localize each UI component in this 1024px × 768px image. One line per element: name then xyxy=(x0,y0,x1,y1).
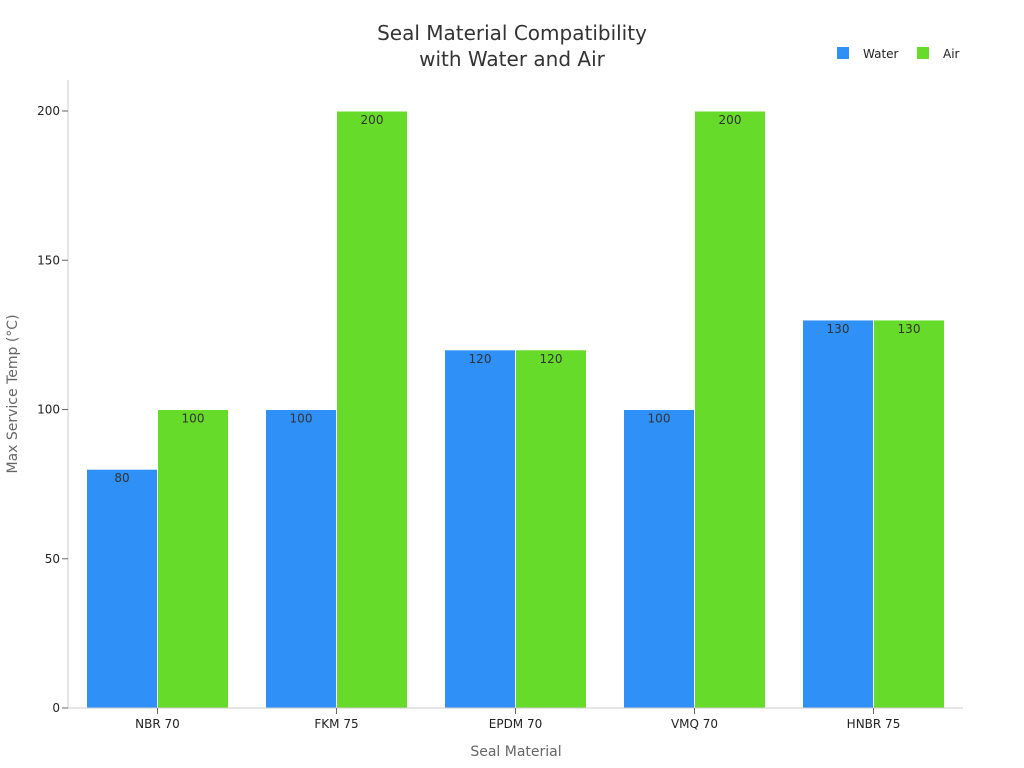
x-tick-label-3: VMQ 70 xyxy=(671,717,718,731)
legend: Water Air xyxy=(837,47,960,61)
bar-label-water-2: 120 xyxy=(469,352,492,366)
bar-water-2 xyxy=(444,349,516,709)
x-tick-label-1: FKM 75 xyxy=(314,717,358,731)
bar-label-air-4: 130 xyxy=(898,322,921,336)
bar-water-0 xyxy=(86,468,158,709)
y-tick-label-1: 50 xyxy=(45,552,60,566)
legend-label-water: Water xyxy=(863,47,899,61)
legend-label-air: Air xyxy=(943,47,960,61)
y-tick-label-0: 0 xyxy=(52,701,60,715)
bar-water-3 xyxy=(623,409,695,709)
bar-label-water-1: 100 xyxy=(290,412,313,426)
chart-title-line-2: with Water and Air xyxy=(419,47,605,71)
bar-label-air-2: 120 xyxy=(540,352,563,366)
x-axis-label: Seal Material xyxy=(470,744,561,760)
x-axis-ticks: NBR 70 FKM 75 EPDM 70 VMQ 70 HNBR 75 xyxy=(135,708,900,731)
bar-label-water-0: 80 xyxy=(114,471,129,485)
bar-label-air-1: 200 xyxy=(361,113,384,127)
y-tick-label-4: 200 xyxy=(37,104,60,118)
bar-label-water-3: 100 xyxy=(648,412,671,426)
bar-label-water-4: 130 xyxy=(827,322,850,336)
y-axis-ticks: 0 50 100 150 200 xyxy=(37,104,68,715)
chart-title: Seal Material Compatibility with Water a… xyxy=(377,21,647,71)
bar-label-air-0: 100 xyxy=(182,412,205,426)
y-tick-label-2: 100 xyxy=(37,403,60,417)
legend-swatch-air xyxy=(917,47,929,59)
bar-air-3 xyxy=(694,110,766,709)
bar-label-air-3: 200 xyxy=(719,113,742,127)
plot-area: 80 100 100 200 120 120 100 200 130 130 xyxy=(86,110,945,709)
x-tick-label-0: NBR 70 xyxy=(135,717,180,731)
bar-water-1 xyxy=(265,409,337,709)
bar-air-1 xyxy=(336,110,408,709)
y-axis-label: Max Service Temp (°C) xyxy=(5,314,21,473)
chart-title-line-1: Seal Material Compatibility xyxy=(377,21,647,45)
x-tick-label-2: EPDM 70 xyxy=(489,717,543,731)
bar-air-0 xyxy=(157,409,229,709)
legend-swatch-water xyxy=(837,47,849,59)
y-tick-label-3: 150 xyxy=(37,253,60,267)
x-tick-label-4: HNBR 75 xyxy=(847,717,901,731)
bar-air-4 xyxy=(873,319,945,709)
bar-water-4 xyxy=(802,319,874,709)
bar-air-2 xyxy=(515,349,587,709)
